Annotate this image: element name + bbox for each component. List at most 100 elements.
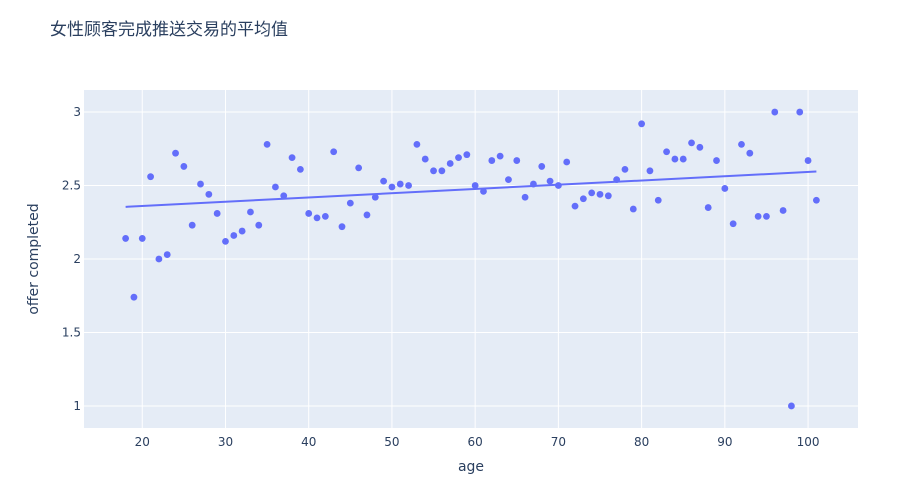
data-point-17: [263, 140, 271, 148]
data-point-11: [213, 210, 221, 217]
data-point-68: [688, 139, 695, 147]
data-point-9: [197, 180, 204, 188]
data-point-66: [671, 155, 679, 163]
data-point-61: [629, 205, 637, 213]
data-point-1: [130, 293, 138, 301]
data-point-29: [363, 211, 371, 219]
y-tick-labels: 1 1.5 2 2.5 3: [62, 105, 81, 413]
data-point-56: [588, 189, 596, 197]
trendline: [125, 170, 817, 208]
x-tick-label-4: 60: [468, 435, 483, 449]
data-point-40: [455, 154, 462, 162]
data-point-79: [779, 207, 787, 214]
data-point-58: [604, 192, 612, 200]
x-tick-label-0: 20: [135, 435, 150, 449]
data-point-62: [638, 120, 646, 128]
data-point-16: [255, 221, 263, 229]
data-point-27: [346, 199, 354, 207]
data-point-28: [355, 164, 363, 172]
data-point-77: [763, 212, 770, 220]
x-tick-label-5: 70: [551, 435, 566, 449]
data-point-31: [380, 177, 388, 185]
data-point-8: [188, 221, 196, 229]
data-point-81: [796, 108, 804, 116]
data-point-25: [330, 148, 338, 156]
x-tick-label-8: 100: [797, 435, 820, 449]
data-point-41: [463, 151, 471, 159]
data-point-15: [247, 208, 254, 216]
y-tick-label-1: 1.5: [62, 325, 81, 339]
data-point-72: [721, 185, 729, 192]
data-point-78: [771, 108, 779, 116]
data-point-23: [313, 214, 321, 222]
data-point-3: [147, 173, 154, 181]
data-point-33: [396, 180, 404, 188]
data-point-71: [713, 157, 720, 164]
data-point-30: [371, 193, 379, 201]
y-tick-label-4: 3: [73, 105, 81, 119]
data-point-74: [738, 140, 745, 148]
data-point-6: [172, 149, 179, 157]
chart-title: 女性顾客完成推送交易的平均值: [50, 20, 288, 40]
x-tick-labels: 20 30 40 50 60 70 80 90 100: [135, 435, 820, 449]
data-point-32: [388, 183, 396, 191]
data-point-44: [488, 157, 496, 164]
y-tick-label-0: 1: [73, 399, 81, 413]
data-point-83: [812, 196, 820, 204]
data-point-53: [563, 158, 571, 166]
data-point-70: [704, 204, 712, 211]
x-tick-label-2: 40: [301, 435, 316, 449]
data-point-22: [305, 210, 313, 217]
data-point-7: [180, 163, 188, 170]
data-point-54: [571, 202, 579, 210]
data-point-75: [746, 149, 754, 157]
data-point-19: [280, 192, 288, 200]
data-point-14: [238, 227, 246, 235]
data-point-49: [530, 180, 537, 188]
data-point-73: [729, 220, 737, 228]
data-point-51: [546, 177, 554, 185]
data-point-67: [679, 155, 687, 163]
data-point-36: [421, 155, 429, 163]
data-point-50: [538, 163, 546, 170]
data-point-64: [654, 196, 662, 204]
data-point-2: [138, 235, 146, 242]
data-point-20: [288, 154, 296, 162]
data-points: [122, 108, 820, 410]
data-point-37: [430, 167, 437, 175]
data-point-21: [296, 165, 304, 173]
data-point-34: [405, 182, 412, 189]
data-point-59: [613, 176, 621, 184]
data-point-82: [804, 157, 812, 164]
data-point-5: [163, 251, 171, 258]
data-point-63: [646, 167, 654, 175]
data-point-18: [272, 183, 279, 191]
data-point-80: [788, 402, 795, 410]
data-point-13: [230, 232, 238, 239]
data-point-12: [222, 237, 229, 245]
y-tick-label-3: 2.5: [62, 179, 81, 193]
data-point-35: [413, 140, 421, 148]
data-point-65: [663, 148, 670, 156]
gridlines: [84, 90, 858, 428]
data-point-55: [579, 195, 587, 203]
data-point-24: [321, 212, 329, 220]
data-point-0: [122, 235, 130, 242]
data-point-39: [446, 160, 454, 167]
data-point-45: [496, 152, 504, 160]
x-tick-label-7: 90: [717, 435, 732, 449]
data-point-4: [155, 255, 163, 263]
data-point-69: [696, 143, 704, 151]
data-point-38: [438, 167, 446, 175]
y-tick-label-2: 2: [73, 252, 81, 266]
y-axis-title: offer completed: [26, 203, 42, 314]
data-point-48: [521, 193, 529, 201]
data-point-42: [471, 182, 479, 189]
data-point-47: [513, 157, 521, 164]
data-point-46: [505, 176, 512, 184]
data-point-43: [480, 188, 487, 195]
data-point-76: [754, 212, 762, 220]
x-tick-label-3: 50: [384, 435, 399, 449]
data-point-57: [596, 190, 604, 198]
